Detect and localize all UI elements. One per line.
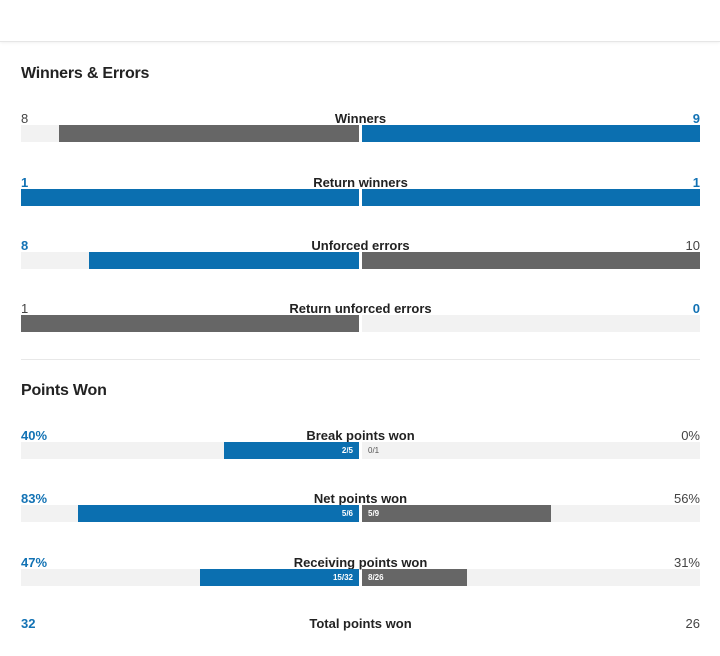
right-bar-fill xyxy=(362,252,700,269)
right-value: 31% xyxy=(673,555,700,570)
left-bar-fill xyxy=(21,315,359,332)
left-bar-fill xyxy=(58,125,359,142)
left-bar xyxy=(21,315,359,332)
stat-label: Unforced errors xyxy=(311,238,410,253)
section-title-points-won: Points Won xyxy=(21,382,107,399)
left-bar-fill xyxy=(223,442,359,459)
right-bar-fill xyxy=(362,125,700,142)
right-bar xyxy=(362,315,700,332)
right-bar: 8/26 xyxy=(362,569,700,586)
right-bar-fill xyxy=(362,189,700,206)
stat-bars: 5/6 5/9 xyxy=(21,505,700,522)
left-value: 8 xyxy=(21,111,29,126)
right-bar: 0/1 xyxy=(362,442,700,459)
right-bar xyxy=(362,189,700,206)
left-bar xyxy=(21,125,359,142)
left-bar-fill xyxy=(88,252,359,269)
left-bar xyxy=(21,252,359,269)
stat-label: Return winners xyxy=(313,175,408,190)
left-bar: 15/32 xyxy=(21,569,359,586)
section-divider xyxy=(21,359,700,360)
stat-label: Winners xyxy=(334,111,387,126)
stat-bars xyxy=(21,125,700,142)
right-value: 26 xyxy=(685,616,700,631)
stat-bars xyxy=(21,315,700,332)
right-bar xyxy=(362,125,700,142)
stat-row-return-winners: 1 Return winners 1 xyxy=(21,175,700,215)
left-value: 1 xyxy=(21,301,29,316)
right-ratio: 8/26 xyxy=(368,573,384,582)
top-bar xyxy=(0,0,720,42)
section-title-winners-errors: Winners & Errors xyxy=(21,65,150,82)
right-bar xyxy=(362,252,700,269)
right-value: 9 xyxy=(692,111,700,126)
right-ratio: 5/9 xyxy=(368,509,380,518)
stat-row-unforced-errors: 8 Unforced errors 10 xyxy=(21,238,700,278)
right-value: 1 xyxy=(692,175,700,190)
left-ratio: 2/5 xyxy=(341,446,353,455)
right-value: 56% xyxy=(673,491,700,506)
left-bar: 5/6 xyxy=(21,505,359,522)
right-value: 0 xyxy=(692,301,700,316)
left-value: 8 xyxy=(21,238,29,253)
stat-row-receiving-points-won: 47% Receiving points won 31% 15/32 8/26 xyxy=(21,555,700,595)
stat-row-winners: 8 Winners 9 xyxy=(21,111,700,151)
left-bar xyxy=(21,189,359,206)
left-bar-fill xyxy=(78,505,359,522)
left-value: 1 xyxy=(21,175,29,190)
left-ratio: 5/6 xyxy=(341,509,353,518)
stat-row-total-points-won: 32 Total points won 26 xyxy=(21,616,700,656)
left-value: 47% xyxy=(21,555,48,570)
stat-row-net-points-won: 83% Net points won 56% 5/6 5/9 xyxy=(21,491,700,531)
left-bar-fill xyxy=(200,569,359,586)
right-value: 0% xyxy=(681,428,700,443)
left-bar-fill xyxy=(21,189,359,206)
stat-label: Total points won xyxy=(309,616,412,631)
right-bar-fill xyxy=(362,505,552,522)
stat-bars: 15/32 8/26 xyxy=(21,569,700,586)
stat-label: Return unforced errors xyxy=(289,301,432,316)
stat-row-break-points-won: 40% Break points won 0% 2/5 0/1 xyxy=(21,428,700,468)
right-bar: 5/9 xyxy=(362,505,700,522)
right-ratio: 0/1 xyxy=(368,446,380,455)
right-value: 10 xyxy=(685,238,700,253)
stat-label: Net points won xyxy=(313,491,408,506)
stat-row-return-unforced-errors: 1 Return unforced errors 0 xyxy=(21,301,700,341)
stat-bars: 2/5 0/1 xyxy=(21,442,700,459)
stat-bars xyxy=(21,189,700,206)
right-bar-fill xyxy=(362,569,467,586)
left-value: 40% xyxy=(21,428,48,443)
left-bar: 2/5 xyxy=(21,442,359,459)
left-ratio: 15/32 xyxy=(332,573,353,582)
stat-label: Break points won xyxy=(306,428,415,443)
stat-label: Receiving points won xyxy=(293,555,428,570)
left-value: 83% xyxy=(21,491,48,506)
stat-bars xyxy=(21,252,700,269)
